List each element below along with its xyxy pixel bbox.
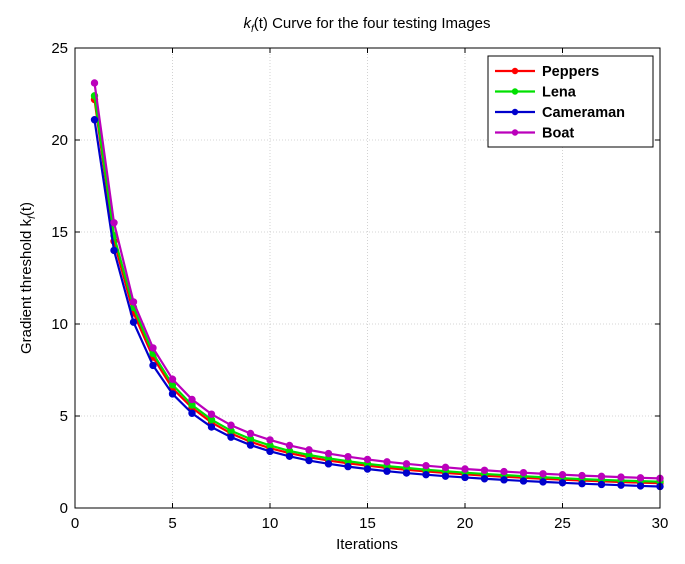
y-tick-label: 25 <box>51 40 68 57</box>
y-tick-label: 0 <box>60 500 68 517</box>
data-point-cameraman <box>519 477 528 485</box>
data-point-boat <box>168 375 177 383</box>
data-point-cameraman <box>500 476 508 484</box>
x-tick-label: 10 <box>262 515 279 532</box>
x-tick-label: 0 <box>71 515 79 532</box>
data-point-cameraman <box>168 390 177 398</box>
data-point-boat <box>90 79 99 87</box>
legend-item-boat: Boat <box>495 126 574 142</box>
legend-label: Lena <box>542 85 577 101</box>
data-point-boat <box>500 467 508 476</box>
data-point-boat <box>344 452 352 461</box>
legend-label: Boat <box>542 126 574 142</box>
legend-item-lena: Lena <box>495 85 577 101</box>
data-point-boat <box>539 470 547 478</box>
legend-label: Cameraman <box>542 105 625 121</box>
data-point-boat <box>324 449 333 458</box>
data-point-cameraman <box>305 456 313 465</box>
data-point-boat <box>461 465 469 473</box>
data-point-boat <box>597 472 606 481</box>
data-point-boat <box>246 429 255 438</box>
data-point-boat <box>110 219 118 227</box>
data-point-boat <box>402 460 411 468</box>
data-point-cameraman <box>188 409 196 417</box>
data-point-cameraman <box>285 452 294 460</box>
data-point-boat <box>558 470 567 479</box>
legend-swatch-marker <box>511 67 519 75</box>
data-point-cameraman <box>363 465 372 473</box>
data-point-boat <box>227 421 235 429</box>
data-point-cameraman <box>129 318 138 326</box>
y-tick-label: 15 <box>51 224 68 241</box>
data-point-cameraman <box>558 479 567 487</box>
data-point-boat <box>188 395 196 404</box>
legend-item-peppers: Peppers <box>495 64 599 80</box>
data-point-boat <box>129 298 138 306</box>
x-tick-label: 25 <box>554 515 571 532</box>
x-tick-label: 20 <box>457 515 474 532</box>
legend-item-cameraman: Cameraman <box>495 105 625 121</box>
data-point-cameraman <box>324 460 333 468</box>
data-point-cameraman <box>207 423 216 431</box>
x-axis-label: Iterations <box>336 536 398 553</box>
data-point-boat <box>441 463 450 472</box>
y-tick-label: 10 <box>51 316 68 333</box>
y-tick-label: 20 <box>51 132 68 149</box>
x-tick-label: 30 <box>652 515 669 532</box>
data-point-cameraman <box>480 475 489 483</box>
y-tick-label: 5 <box>60 408 68 425</box>
data-point-cameraman <box>539 478 547 486</box>
data-point-boat <box>422 461 430 470</box>
data-point-cameraman <box>246 441 255 449</box>
data-point-boat <box>617 473 625 481</box>
data-point-boat <box>285 441 294 450</box>
series-group <box>90 79 664 491</box>
data-point-boat <box>363 455 372 464</box>
data-point-cameraman <box>266 447 274 456</box>
data-point-boat <box>519 468 528 477</box>
data-point-cameraman <box>441 472 450 480</box>
legend: Peppers Lena Cameraman Boat <box>487 55 654 148</box>
data-point-cameraman <box>227 433 235 441</box>
series-cameraman <box>90 116 664 491</box>
data-point-cameraman <box>149 361 157 370</box>
data-point-cameraman <box>422 470 430 479</box>
data-point-boat <box>207 410 216 418</box>
data-point-boat <box>480 466 489 474</box>
data-point-cameraman <box>383 467 391 475</box>
series-boat <box>90 79 664 483</box>
legend-swatch-marker <box>511 108 519 116</box>
legend-swatch-marker <box>511 88 519 95</box>
chart-title: kf(t) Curve for the four testing Images <box>243 15 490 35</box>
data-point-cameraman <box>90 116 99 124</box>
data-point-cameraman <box>402 469 411 477</box>
legend-label: Peppers <box>542 64 599 80</box>
data-point-cameraman <box>617 481 625 489</box>
x-tick-label: 15 <box>359 515 376 532</box>
data-point-cameraman <box>636 482 645 490</box>
data-point-cameraman <box>461 473 469 482</box>
y-axis-label: Gradient threshold kf(t) <box>18 202 38 354</box>
data-point-cameraman <box>344 462 352 471</box>
data-point-boat <box>266 436 274 444</box>
data-point-boat <box>383 458 391 466</box>
legend-swatch-marker <box>511 129 519 136</box>
data-point-boat <box>305 446 313 454</box>
x-tick-label: 5 <box>168 515 176 532</box>
data-point-boat <box>578 471 586 480</box>
data-point-boat <box>149 344 157 352</box>
data-point-boat <box>636 474 645 482</box>
data-point-cameraman <box>597 480 606 489</box>
data-point-cameraman <box>578 480 586 488</box>
ticks: 0 5 10 15 20 25 30 0 5 10 15 20 25 <box>51 40 668 532</box>
data-point-cameraman <box>110 246 118 255</box>
